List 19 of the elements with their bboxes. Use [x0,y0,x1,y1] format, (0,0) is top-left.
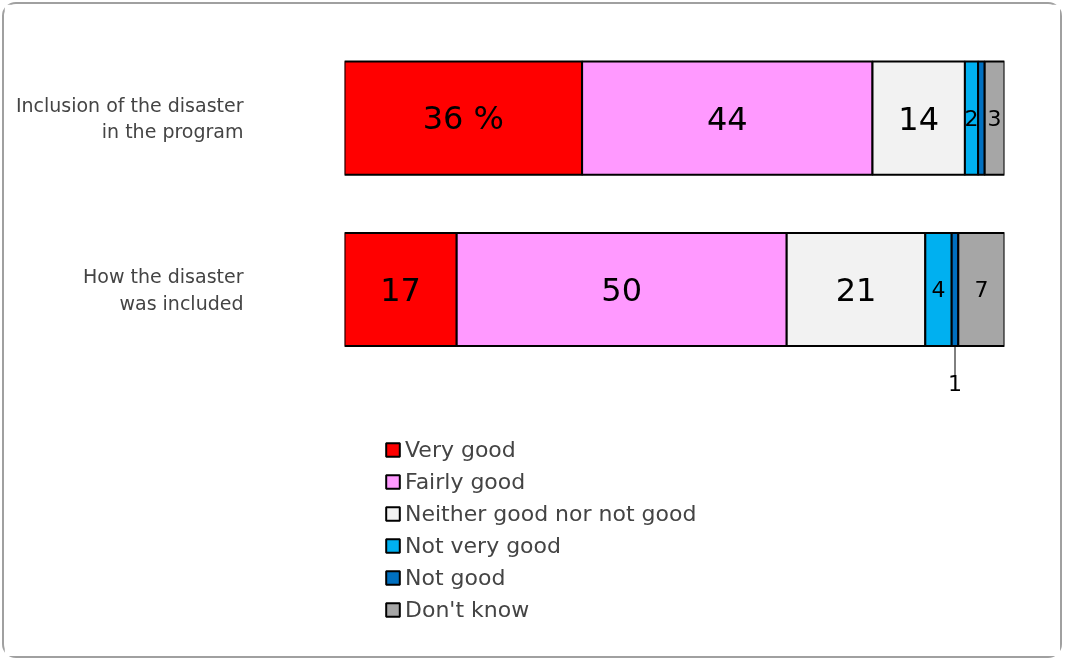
data-label: 36 % [422,99,504,138]
legend-label: Neither good nor not good [405,501,697,526]
data-label: 50 [601,270,643,309]
data-label: 17 [380,270,421,309]
data-label: 2 [964,106,979,132]
y-tick-label: How the disaster was included [83,265,244,314]
legend-label: Fairly good [405,469,526,494]
legend-label: Very good [405,437,516,462]
data-label: 7 [974,277,989,303]
data-label: 4 [931,277,946,303]
data-label: 44 [706,99,748,138]
y-tick-label: Inclusion of the disaster in the program [15,93,244,143]
data-label: 14 [898,99,940,138]
data-label: 1 [948,371,962,397]
legend-label: Not very good [405,533,561,558]
data-label: 3 [987,106,1002,132]
legend-label: Not good [405,565,506,590]
legend-label: Don't know [405,597,530,622]
data-label: 21 [835,270,877,309]
